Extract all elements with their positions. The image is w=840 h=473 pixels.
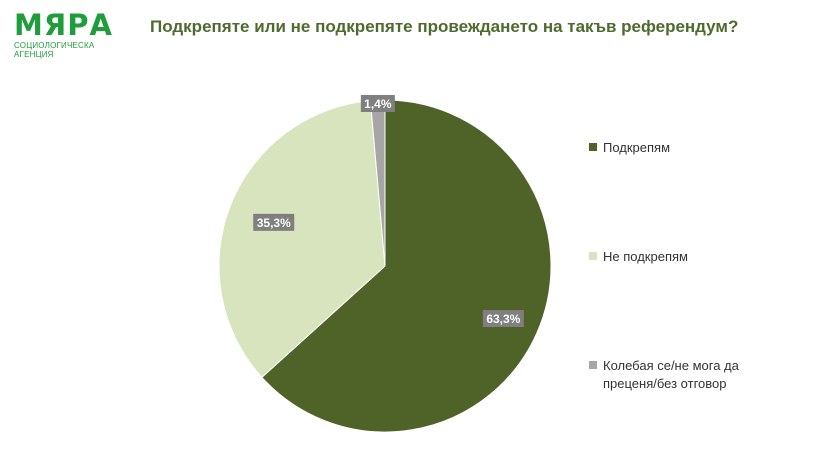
chart-title: Подкрепяте или не подкрепяте провежданет… — [150, 17, 739, 36]
pie-slice-oppose — [218, 100, 386, 379]
legend-swatch-undecided — [589, 361, 597, 369]
legend-label-undecided: Колебая се/не мога да преценя/без отгово… — [603, 358, 739, 391]
pie-slice-support — [261, 99, 552, 433]
data-label-support: 63,3% — [486, 312, 520, 326]
legend-label-oppose: Не подкрепям — [603, 249, 688, 264]
legend-item-support: Подкрепям — [589, 139, 793, 157]
pie-data-labels: 63,3% 35,3% 1,4% — [253, 94, 524, 328]
legend-swatch-support — [589, 143, 597, 151]
legend-item-oppose: Не подкрепям — [589, 248, 793, 266]
data-label-undecided: 1,4% — [364, 97, 392, 111]
logo: МЯРА СОЦИОЛОГИЧЕСКА АГЕНЦИЯ — [14, 10, 124, 59]
legend-swatch-oppose — [589, 252, 597, 260]
legend-item-undecided: Колебая се/не мога да преценя/без отгово… — [589, 357, 793, 393]
logo-subtitle: СОЦИОЛОГИЧЕСКА АГЕНЦИЯ — [14, 41, 95, 59]
data-label-bg-undecided — [360, 94, 395, 112]
data-label-bg-support — [482, 310, 524, 328]
data-label-bg-oppose — [253, 213, 295, 231]
legend-label-support: Подкрепям — [603, 140, 671, 155]
pie-slices — [218, 99, 552, 433]
logo-wordmark: МЯРА — [14, 8, 113, 42]
data-label-oppose: 35,3% — [257, 216, 291, 230]
